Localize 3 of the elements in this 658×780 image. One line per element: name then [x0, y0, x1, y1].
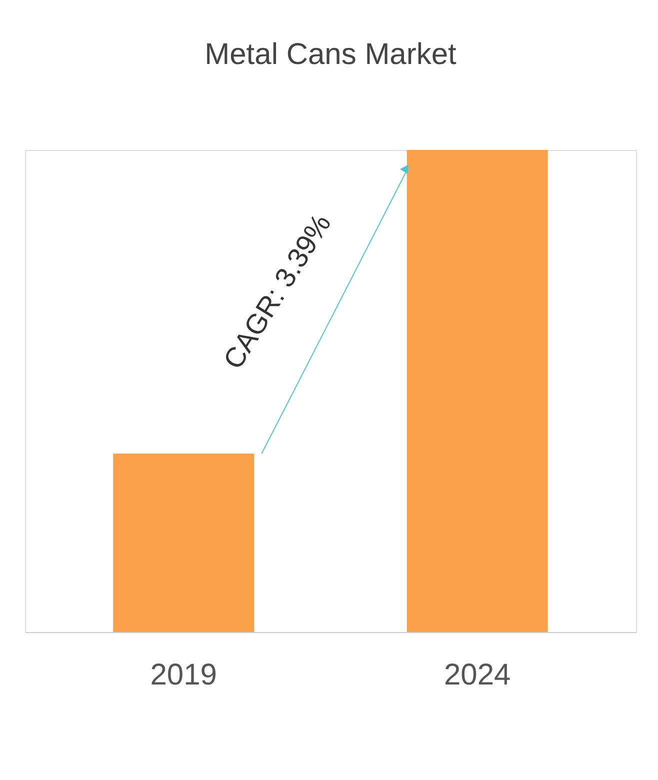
x-tick-label: 2019 [150, 658, 217, 692]
x-tick-label: 2024 [444, 658, 511, 692]
chart-title: Metal Cans Market [204, 38, 458, 71]
